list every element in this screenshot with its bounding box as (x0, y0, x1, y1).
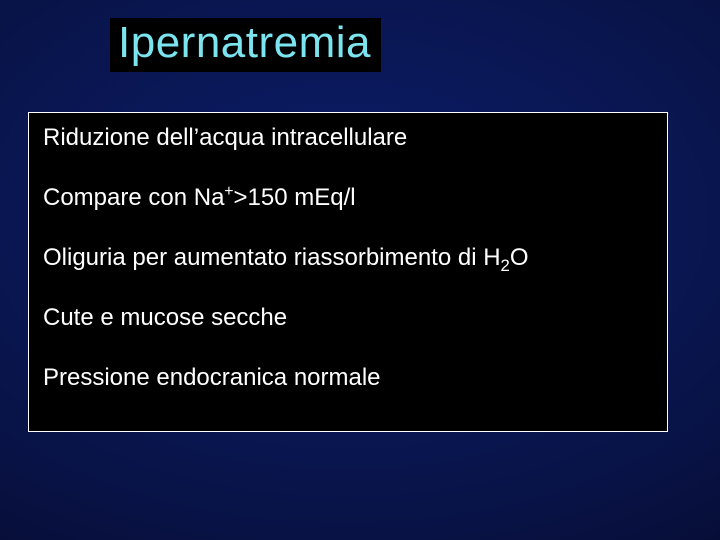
content-box: Riduzione dell’acqua intracellulare Comp… (28, 112, 668, 432)
bullet-4: Cute e mucose secche (43, 303, 653, 333)
bullet-3-post: O (510, 244, 529, 271)
bullet-3: Oliguria per aumentato riassorbimento di… (43, 243, 653, 273)
bullet-2-sup: + (224, 183, 233, 200)
slide: Ipernatremia Riduzione dell’acqua intrac… (0, 0, 720, 540)
bullet-1: Riduzione dell’acqua intracellulare (43, 123, 653, 153)
bullet-2: Compare con Na+>150 mEq/l (43, 183, 653, 213)
bullet-5: Pressione endocranica normale (43, 363, 653, 393)
bullet-2-post: >150 mEq/l (234, 184, 356, 211)
bullet-3-sub: 2 (501, 256, 510, 275)
title-box: Ipernatremia (110, 18, 381, 72)
bullet-3-pre: Oliguria per aumentato riassorbimento di… (43, 244, 501, 271)
slide-title: Ipernatremia (118, 18, 371, 67)
bullet-2-pre: Compare con Na (43, 184, 224, 211)
